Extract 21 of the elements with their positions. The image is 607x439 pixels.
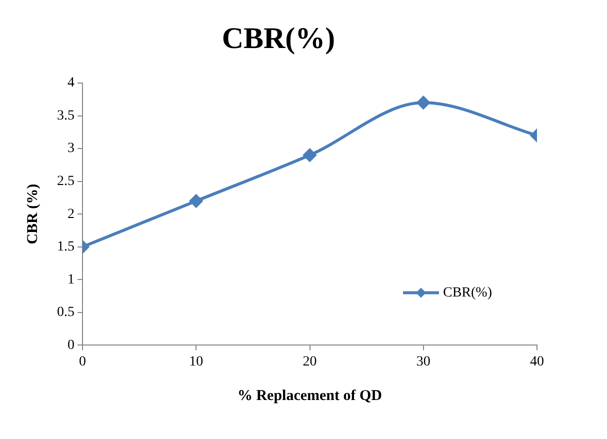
point	[190, 194, 203, 208]
x-tick-label: 0	[79, 354, 86, 370]
y-axis-title: CBR (%)	[24, 184, 41, 244]
y-tick-label: 1	[68, 272, 74, 288]
legend-label: CBR(%)	[443, 285, 492, 300]
x-tick-label: 40	[530, 354, 544, 370]
x-tick-label: 10	[189, 354, 204, 370]
point	[416, 96, 430, 110]
y-tick-label: 4	[68, 76, 74, 91]
y-tick-label: 2.5	[57, 174, 74, 189]
x-tick-label: 30	[416, 354, 430, 370]
y-tick-label: 3.5	[57, 108, 74, 124]
y-tick-label: 0.5	[57, 305, 74, 320]
y-tick-label: 2	[68, 206, 74, 222]
x-tick-label: 20	[302, 354, 317, 370]
y-tick-label: 1.5	[57, 240, 74, 255]
x-axis-title: % Replacement of QD	[237, 388, 382, 404]
y-tick-label: 3	[68, 141, 74, 156]
point	[303, 148, 316, 162]
y-tick-label: 0	[68, 338, 74, 353]
chart-title: CBR(%)	[222, 22, 336, 55]
